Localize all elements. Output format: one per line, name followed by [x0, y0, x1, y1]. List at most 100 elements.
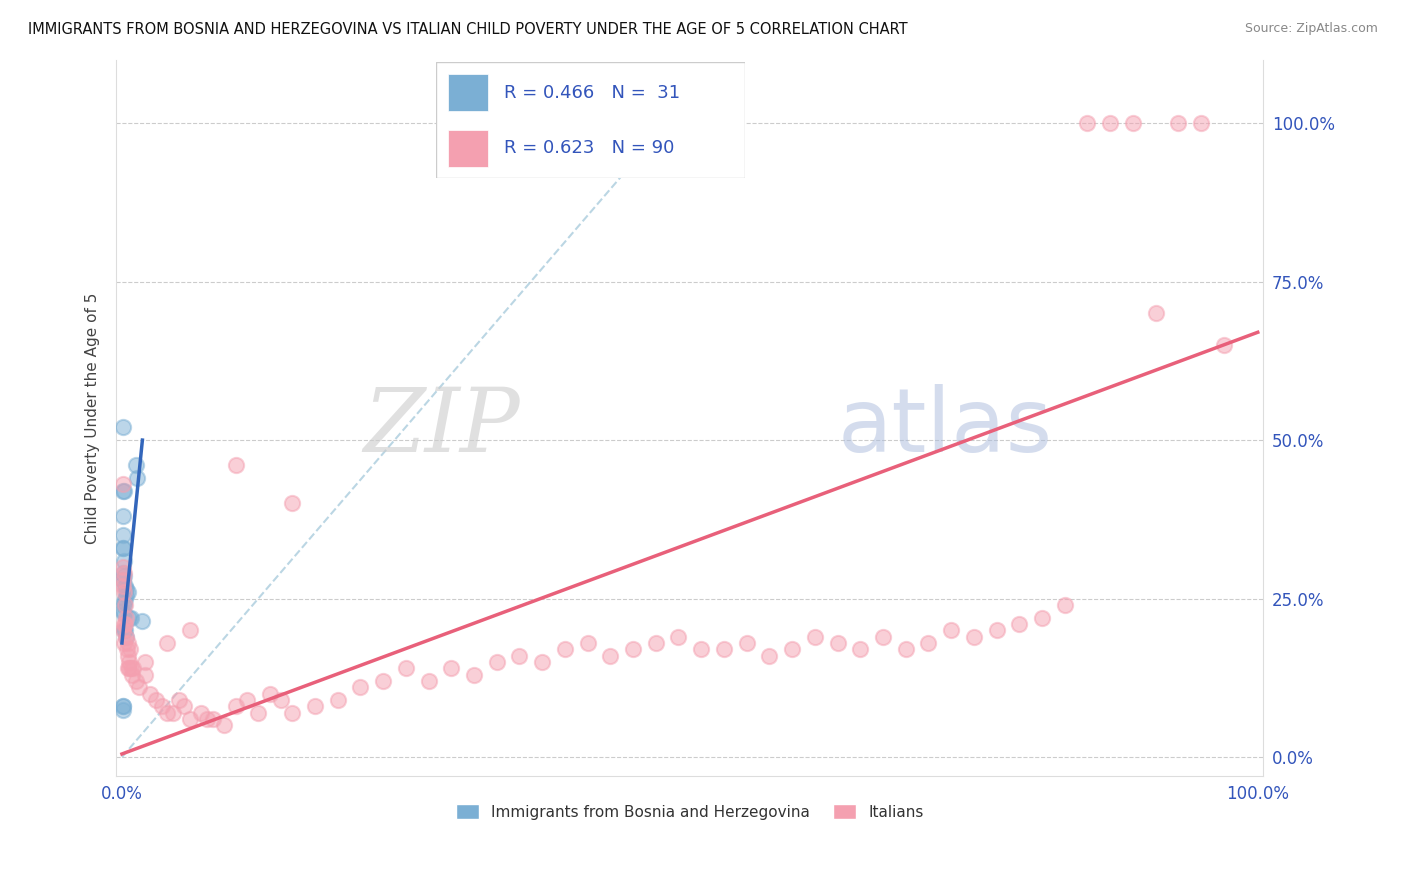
Point [225, 699, 247, 714]
Bar [449, 74, 488, 112]
Point [735, 636, 758, 650]
Point [713, 642, 735, 657]
Point [373, 674, 395, 689]
Point [281, 496, 304, 510]
Point [225, 458, 247, 473]
Point [117, 661, 139, 675]
Point [508, 648, 530, 663]
Point [120, 610, 142, 624]
Point [115, 610, 138, 624]
Point [112, 604, 135, 618]
Point [804, 630, 827, 644]
Point [644, 636, 666, 650]
Point [111, 703, 134, 717]
Point [872, 630, 894, 644]
Point [124, 458, 146, 473]
Point [349, 681, 371, 695]
Point [167, 693, 190, 707]
Text: R = 0.466   N =  31: R = 0.466 N = 31 [503, 84, 681, 102]
Point [112, 624, 135, 638]
Bar [449, 129, 488, 167]
Point [1144, 306, 1167, 320]
Point [827, 636, 849, 650]
Point [117, 585, 139, 599]
Text: R = 0.623   N = 90: R = 0.623 N = 90 [503, 139, 675, 157]
Point [1212, 338, 1234, 352]
Point [112, 483, 135, 498]
Point [894, 642, 917, 657]
Point [111, 560, 134, 574]
Point [114, 624, 136, 638]
Point [212, 718, 235, 732]
Point [115, 582, 138, 596]
Point [128, 681, 150, 695]
Point [1189, 116, 1212, 130]
Point [112, 541, 135, 555]
Point [114, 579, 136, 593]
Point [440, 661, 463, 675]
Point [118, 642, 141, 657]
FancyBboxPatch shape [436, 62, 745, 178]
Point [111, 699, 134, 714]
Point [111, 477, 134, 491]
Point [236, 693, 259, 707]
Point [117, 636, 139, 650]
Point [112, 598, 135, 612]
Point [112, 528, 135, 542]
Point [134, 655, 156, 669]
Point [131, 614, 153, 628]
Point [270, 693, 292, 707]
Point [326, 693, 349, 707]
Point [114, 591, 136, 606]
Text: atlas: atlas [838, 384, 1053, 471]
Point [118, 661, 141, 675]
Point [117, 648, 139, 663]
Point [112, 573, 135, 587]
Point [986, 624, 1008, 638]
Point [156, 706, 179, 720]
Point [939, 624, 962, 638]
Legend: Immigrants from Bosnia and Herzegovina, Italians: Immigrants from Bosnia and Herzegovina, … [450, 797, 929, 826]
Point [917, 636, 939, 650]
Point [114, 598, 136, 612]
Point [156, 636, 179, 650]
Y-axis label: Child Poverty Under the Age of 5: Child Poverty Under the Age of 5 [86, 293, 100, 543]
Text: IMMIGRANTS FROM BOSNIA AND HERZEGOVINA VS ITALIAN CHILD POVERTY UNDER THE AGE OF: IMMIGRANTS FROM BOSNIA AND HERZEGOVINA V… [28, 22, 908, 37]
Point [134, 667, 156, 681]
Point [1053, 598, 1076, 612]
Point [112, 607, 135, 622]
Point [115, 630, 138, 644]
Point [259, 687, 281, 701]
Point [111, 420, 134, 434]
Point [112, 553, 135, 567]
Point [576, 636, 599, 650]
Point [621, 642, 644, 657]
Point [114, 617, 136, 632]
Point [963, 630, 986, 644]
Point [118, 655, 141, 669]
Point [112, 585, 135, 599]
Point [124, 674, 146, 689]
Point [201, 712, 224, 726]
Point [1076, 116, 1098, 130]
Point [758, 648, 780, 663]
Point [162, 706, 184, 720]
Point [304, 699, 326, 714]
Point [195, 712, 218, 726]
Point [120, 661, 142, 675]
Point [531, 655, 554, 669]
Point [463, 667, 485, 681]
Point [395, 661, 418, 675]
Point [111, 509, 134, 524]
Point [1099, 116, 1122, 130]
Point [1167, 116, 1189, 130]
Point [125, 471, 148, 485]
Point [111, 483, 134, 498]
Text: Source: ZipAtlas.com: Source: ZipAtlas.com [1244, 22, 1378, 36]
Text: ZIP: ZIP [363, 384, 519, 471]
Point [780, 642, 803, 657]
Point [112, 541, 135, 555]
Point [179, 624, 201, 638]
Point [150, 699, 173, 714]
Point [554, 642, 576, 657]
